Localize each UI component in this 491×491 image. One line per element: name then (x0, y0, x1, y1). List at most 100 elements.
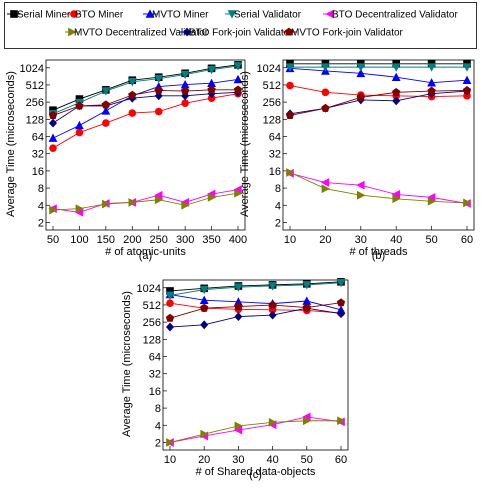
series-mvto-miner-line (289, 67, 468, 84)
legend-mvto-fork-join-validator-marker (284, 27, 294, 36)
panel-caption: (a) (139, 250, 152, 262)
series-mvto-miner-point (302, 296, 312, 305)
series-mvto-miner-point (180, 79, 190, 89)
series-bto-miner-point (49, 144, 57, 152)
y-tick-label: 32 (149, 369, 161, 381)
legend-mvto-miner-label: MVTO Miner (152, 10, 209, 21)
y-tick-label: 64 (149, 352, 161, 364)
series-mvto-decentralized-validator-line (289, 172, 468, 204)
x-tick-label: 200 (123, 234, 141, 246)
plot-frame (45, 59, 246, 231)
panel-caption: (c) (249, 469, 262, 481)
series-mvto-fork-join-validator-point (101, 100, 111, 109)
series-serial-validator-point (391, 63, 401, 72)
series-bto-fork-join-validator (166, 303, 345, 332)
plot-frame (162, 279, 349, 451)
series-mvto-miner-point (462, 75, 472, 84)
x-tick-label: 400 (229, 234, 247, 246)
y-tick-label: 256 (143, 317, 161, 329)
series-mvto-miner-line (52, 78, 239, 139)
series-bto-decentralized-validator (285, 168, 471, 208)
y-tick-label: 128 (263, 114, 281, 126)
series-bto-decentralized-validator-line (52, 189, 239, 213)
series-mvto-fork-join-validator-point (234, 302, 243, 311)
series-mvto-miner-line (169, 294, 342, 311)
series-mvto-decentralized-validator-point (321, 184, 330, 194)
series-bto-decentralized-validator-point (427, 192, 436, 202)
series-serial-validator-point (302, 281, 312, 290)
series-bto-decentralized-validator-point (74, 208, 84, 217)
series-mvto-miner-point (427, 78, 436, 87)
x-axis-title: # of atomic-units (105, 246, 186, 258)
series-serial-validator-point (321, 63, 330, 72)
series-bto-fork-join-validator-point (337, 309, 345, 319)
x-axis-title: # of Shared data-objects (196, 466, 316, 478)
series-mvto-fork-join-validator-point (165, 313, 175, 322)
series-mvto-fork-join-validator-line (289, 90, 468, 116)
x-tick-label: 250 (150, 234, 168, 246)
y-tick-label: 2 (155, 437, 161, 449)
series-mvto-decentralized-validator-point (392, 194, 401, 204)
series-serial-validator-point (462, 63, 472, 72)
series-mvto-decentralized-validator-point (181, 200, 190, 210)
series-bto-decentralized-validator-point (356, 180, 365, 190)
x-tick-label: 30 (232, 454, 244, 466)
series-bto-miner-line (289, 85, 468, 98)
series-bto-fork-join-validator-point (268, 310, 277, 320)
y-tick-label: 64 (32, 132, 44, 144)
series-bto-decentralized-validator-point (320, 178, 330, 187)
series-bto-fork-join-validator-point (234, 312, 243, 322)
y-tick-label: 8 (155, 403, 161, 415)
series-serial-validator-point (101, 87, 111, 96)
series-bto-fork-join-validator-point (166, 322, 174, 332)
x-tick-label: 50 (47, 234, 59, 246)
series-mvto-fork-join-validator-point (462, 86, 472, 95)
series-mvto-fork-join-validator-point (233, 85, 243, 94)
series-bto-miner-point (128, 109, 137, 117)
series-mvto-miner-point (356, 68, 366, 78)
series-bto-decentralized-validator-point (154, 190, 163, 200)
series-mvto-fork-join-validator-point (336, 298, 346, 307)
y-tick-label: 2 (38, 217, 44, 229)
series-mvto-miner-point (234, 297, 243, 306)
y-tick-label: 32 (269, 149, 281, 161)
series-mvto-decentralized-validator-point (128, 197, 137, 207)
legend-mvto-decentralized-validator-label: MVTO Decentralized Validator (74, 28, 209, 39)
x-tick-label: 150 (97, 234, 115, 246)
x-tick-label: 300 (176, 234, 194, 246)
series-bto-fork-join-validator-point (207, 89, 216, 99)
series-mvto-fork-join-validator-line (169, 302, 342, 319)
series-mvto-miner-point (48, 133, 58, 142)
series-serial-validator (285, 63, 472, 72)
series-bto-miner-point (286, 81, 294, 90)
series-bto-decentralized-validator-point (391, 190, 400, 199)
y-tick-label: 16 (149, 386, 161, 398)
y-tick-label: 16 (269, 166, 281, 178)
x-tick-label: 20 (319, 234, 331, 246)
y-tick-label: 4 (155, 420, 161, 432)
series-mvto-decentralized-validator-point (234, 188, 243, 198)
series-bto-miner-point (102, 119, 110, 127)
series-bto-decentralized-validator-point (233, 425, 243, 435)
series-mvto-decentralized-validator-point (234, 421, 243, 431)
y-tick-label: 1024 (137, 283, 161, 295)
series-serial-validator-point (165, 291, 175, 301)
y-tick-label: 512 (263, 80, 281, 92)
series-mvto-miner-point (101, 106, 111, 115)
legend-bto-miner-marker (70, 10, 78, 18)
series-bto-miner-point (207, 94, 216, 103)
series-mvto-decentralized-validator-point (200, 429, 209, 439)
chart-c: 2 4 8 16 32 64 128 256 512 1024 10 20 30 40 50 60 # of S… (121, 278, 349, 481)
series-bto-miner-point (181, 99, 189, 108)
series-mvto-decentralized-validator (286, 168, 472, 208)
series-mvto-decentralized-validator (49, 188, 243, 215)
legend-frame (4, 2, 477, 49)
series-mvto-decentralized-validator-point (357, 190, 366, 200)
y-tick-label: 256 (263, 97, 281, 109)
series-mvto-fork-join-validator-point (154, 86, 163, 95)
series-serial-validator-point (180, 70, 190, 80)
series-bto-miner-point (75, 128, 84, 137)
series-bto-decentralized-validator-line (169, 416, 342, 443)
y-tick-label: 2 (275, 217, 281, 229)
